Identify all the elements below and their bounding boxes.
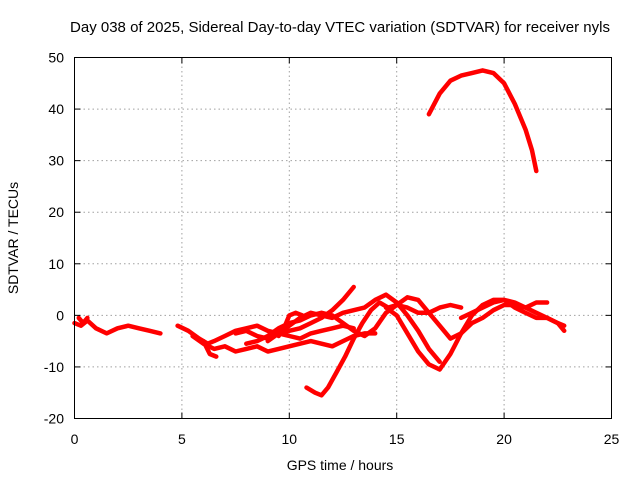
series-track-13 — [426, 68, 539, 174]
x-tick-label: 25 — [604, 431, 620, 447]
y-tick-label: -10 — [44, 359, 64, 375]
series-track-8 — [265, 292, 442, 365]
y-tick-label: 20 — [48, 204, 64, 220]
series-track-6 — [233, 284, 356, 341]
grid-lines — [74, 57, 612, 419]
series-track-10 — [304, 295, 550, 398]
y-tick-label: 10 — [48, 256, 64, 272]
series-track-4 — [190, 331, 378, 354]
series-track-9 — [276, 310, 305, 339]
x-tick-label: 0 — [71, 431, 79, 447]
x-tick-label: 10 — [282, 431, 298, 447]
x-tick-label: 20 — [496, 431, 512, 447]
y-tick-label: 40 — [48, 101, 64, 117]
axis-ticks: 0 5 10 15 20 25 -20 -10 0 10 20 30 40 50 — [44, 50, 620, 448]
y-tick-label: 50 — [48, 50, 64, 66]
plot-frame — [74, 57, 612, 419]
x-tick-label: 5 — [178, 431, 186, 447]
y-axis-label: SDTVAR / TECUs — [5, 182, 21, 294]
series-track-1 — [72, 318, 163, 336]
series-track-5 — [201, 338, 219, 359]
chart-title: Day 038 of 2025, Sidereal Day-to-day VTE… — [70, 19, 610, 36]
series-track-2 — [76, 315, 90, 326]
series-track-12 — [458, 297, 567, 334]
y-tick-label: -20 — [44, 411, 64, 427]
y-tick-label: 30 — [48, 153, 64, 169]
data-series-group — [72, 68, 567, 398]
y-tick-label: 0 — [56, 307, 64, 323]
x-tick-label: 15 — [389, 431, 405, 447]
x-axis-label: GPS time / hours — [287, 457, 394, 473]
